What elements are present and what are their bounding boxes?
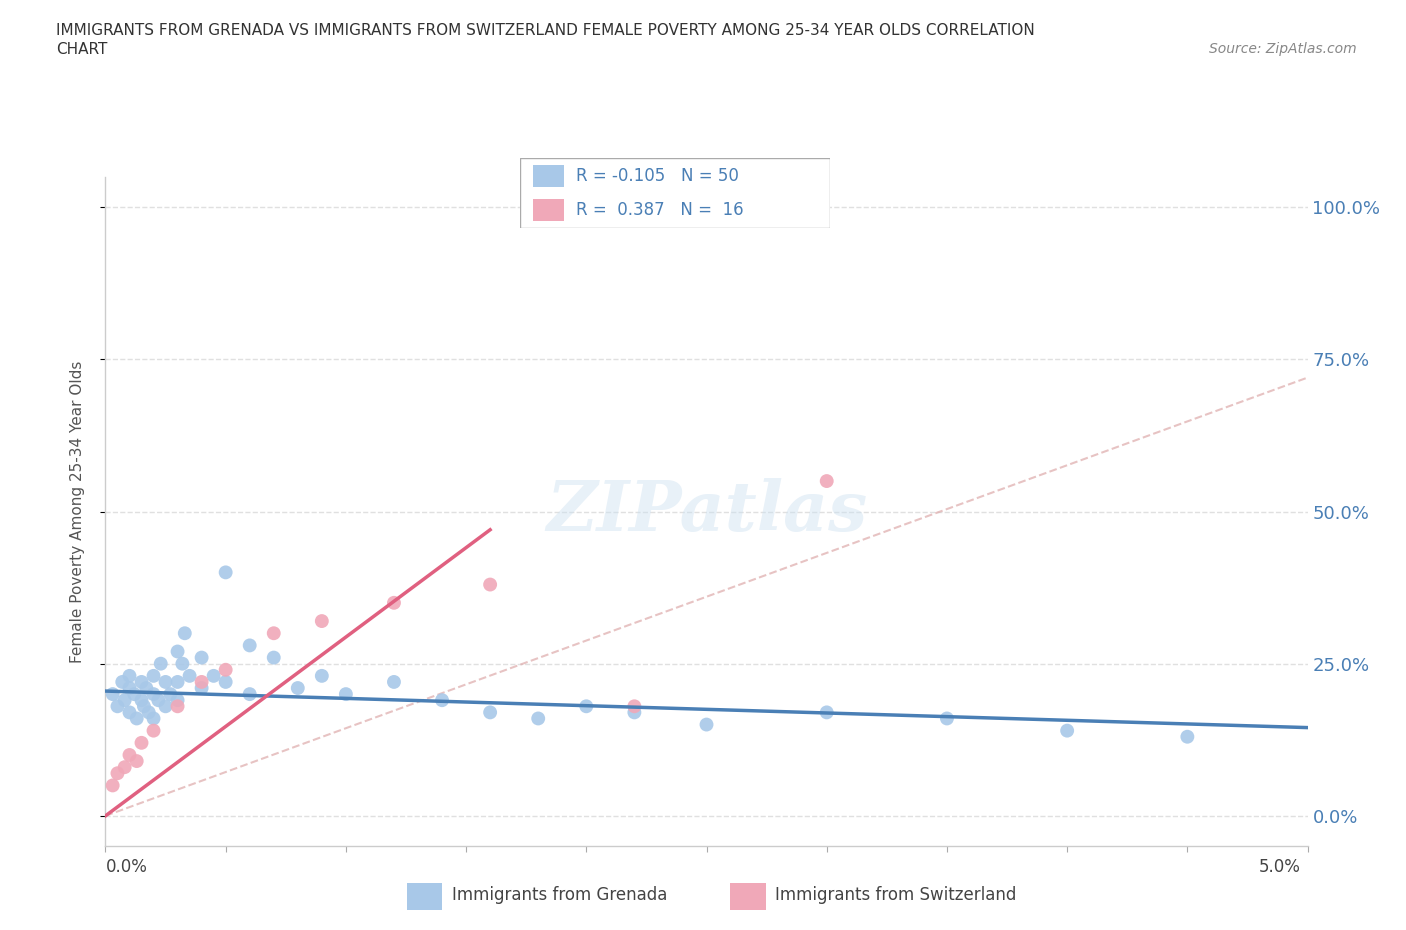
Point [936,711,959,726]
Text: ZIPatlas: ZIPatlas [546,478,868,545]
Point [142,711,165,726]
FancyBboxPatch shape [533,199,564,221]
Point [166,693,188,708]
Point [527,711,550,726]
Point [155,674,177,689]
Point [311,614,333,629]
Text: Immigrants from Switzerland: Immigrants from Switzerland [775,886,1017,904]
Point [166,698,188,713]
Point [696,717,718,732]
Point [214,565,236,579]
Point [114,760,136,775]
Point [382,595,405,610]
Point [190,650,212,665]
Text: 5.0%: 5.0% [1258,858,1301,876]
Point [138,705,160,720]
Point [263,650,285,665]
Point [107,765,129,780]
Point [131,736,153,751]
Point [239,638,262,653]
Point [118,681,141,696]
Point [135,681,157,696]
Point [239,686,262,701]
Point [166,644,188,659]
Point [172,657,194,671]
Point [214,662,236,677]
Text: CHART: CHART [56,42,108,57]
Point [287,681,309,696]
FancyBboxPatch shape [533,166,564,188]
Text: 0.0%: 0.0% [105,858,148,876]
Point [118,705,141,720]
Point [311,669,333,684]
Point [335,686,357,701]
Point [131,674,153,689]
FancyBboxPatch shape [730,883,766,910]
Point [479,705,502,720]
Text: R = -0.105   N = 50: R = -0.105 N = 50 [576,167,738,185]
Point [214,674,236,689]
Point [623,698,645,713]
Point [149,657,172,671]
Point [124,686,146,701]
Point [190,681,212,696]
Y-axis label: Female Poverty Among 25-34 Year Olds: Female Poverty Among 25-34 Year Olds [70,360,84,663]
Point [142,669,165,684]
Point [430,693,453,708]
Text: IMMIGRANTS FROM GRENADA VS IMMIGRANTS FROM SWITZERLAND FEMALE POVERTY AMONG 25-3: IMMIGRANTS FROM GRENADA VS IMMIGRANTS FR… [56,23,1035,38]
FancyBboxPatch shape [520,158,830,228]
Point [815,705,838,720]
Point [1175,729,1198,744]
Text: Source: ZipAtlas.com: Source: ZipAtlas.com [1209,42,1357,56]
Point [101,778,124,793]
Point [142,724,165,738]
Point [202,669,225,684]
Point [142,686,165,701]
Point [263,626,285,641]
Point [179,669,201,684]
Point [125,711,148,726]
Point [159,686,181,701]
Point [107,698,129,713]
Point [190,674,212,689]
Point [166,674,188,689]
Point [118,669,141,684]
Point [575,698,598,713]
Point [101,686,124,701]
Point [155,698,177,713]
Point [173,626,195,641]
Point [1056,724,1078,738]
Point [131,693,153,708]
Point [132,698,155,713]
Point [382,674,405,689]
Text: Immigrants from Grenada: Immigrants from Grenada [451,886,668,904]
FancyBboxPatch shape [406,883,443,910]
Point [148,693,170,708]
Point [815,473,838,488]
Point [118,748,141,763]
Point [111,674,134,689]
Text: R =  0.387   N =  16: R = 0.387 N = 16 [576,201,744,219]
Point [114,693,136,708]
Point [623,705,645,720]
Point [479,578,502,592]
Point [125,753,148,768]
